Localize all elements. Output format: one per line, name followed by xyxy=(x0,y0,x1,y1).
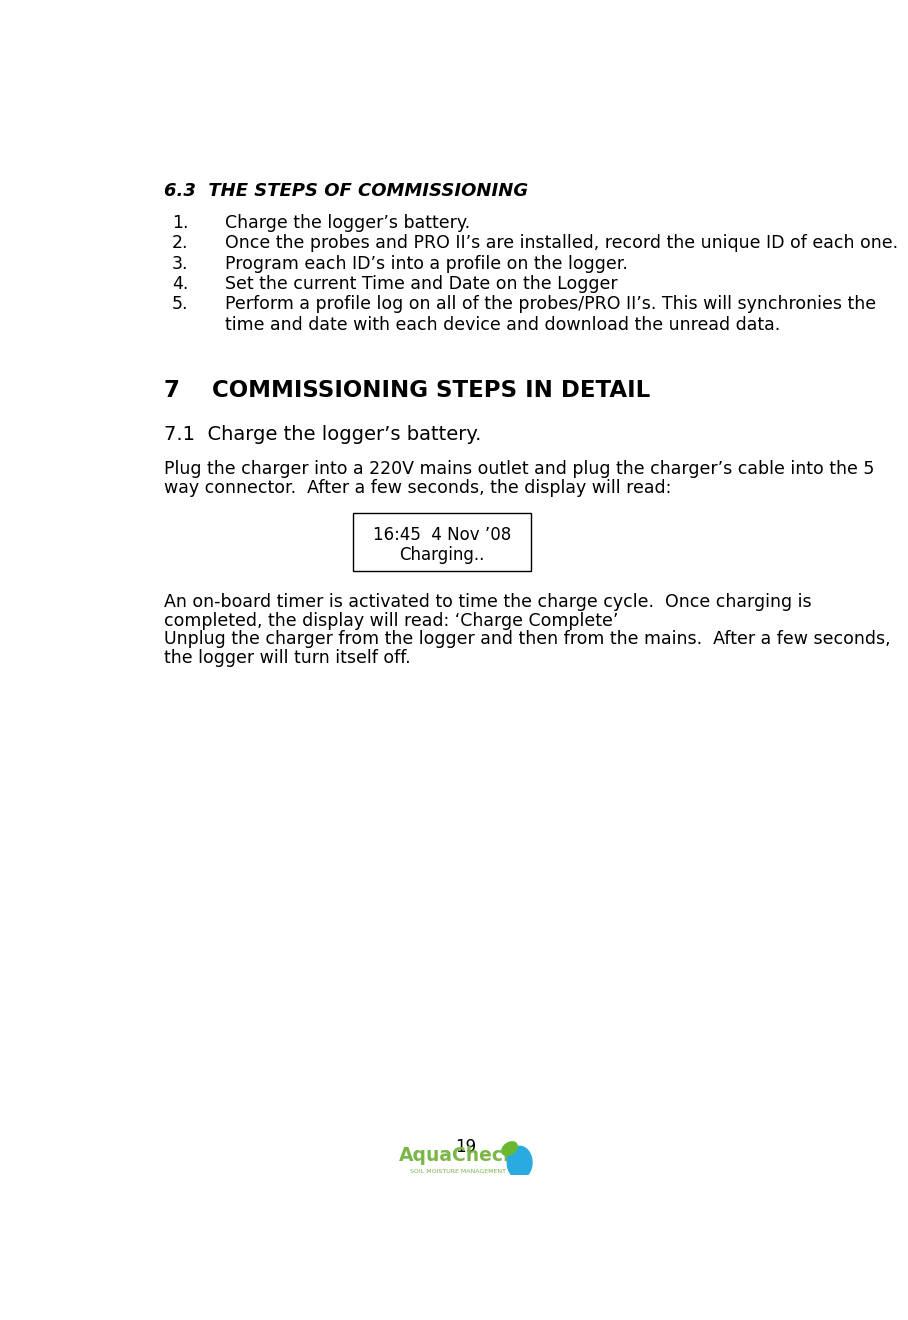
Text: 7    COMMISSIONING STEPS IN DETAIL: 7 COMMISSIONING STEPS IN DETAIL xyxy=(164,379,650,401)
Text: 1.: 1. xyxy=(172,214,189,232)
Text: An on-board timer is activated to time the charge cycle.  Once charging is: An on-board timer is activated to time t… xyxy=(164,593,812,611)
Text: AquaCheck: AquaCheck xyxy=(399,1146,517,1164)
Text: time and date with each device and download the unread data.: time and date with each device and downl… xyxy=(224,315,780,334)
Text: 6.3  THE STEPS OF COMMISSIONING: 6.3 THE STEPS OF COMMISSIONING xyxy=(164,181,528,199)
Ellipse shape xyxy=(508,1146,532,1179)
Text: 2.: 2. xyxy=(172,234,189,252)
Text: way connector.  After a few seconds, the display will read:: way connector. After a few seconds, the … xyxy=(164,479,672,498)
Text: Set the current Time and Date on the Logger: Set the current Time and Date on the Log… xyxy=(224,275,617,293)
Text: 4.: 4. xyxy=(172,275,188,293)
Text: Charge the logger’s battery.: Charge the logger’s battery. xyxy=(224,214,469,232)
Text: 3.: 3. xyxy=(172,255,189,273)
Text: Plug the charger into a 220V mains outlet and plug the charger’s cable into the : Plug the charger into a 220V mains outle… xyxy=(164,461,874,478)
Ellipse shape xyxy=(502,1142,518,1155)
Text: 16:45  4 Nov ’08: 16:45 4 Nov ’08 xyxy=(373,525,511,544)
Text: 19: 19 xyxy=(455,1138,476,1156)
Text: Charging..: Charging.. xyxy=(400,545,485,564)
Text: Perform a profile log on all of the probes/PRO II’s. This will synchronies the: Perform a profile log on all of the prob… xyxy=(224,296,875,313)
Text: 7.1  Charge the logger’s battery.: 7.1 Charge the logger’s battery. xyxy=(164,425,481,444)
Text: 5.: 5. xyxy=(172,296,189,313)
Text: Unplug the charger from the logger and then from the mains.  After a few seconds: Unplug the charger from the logger and t… xyxy=(164,631,891,648)
Text: Once the probes and PRO II’s are installed, record the unique ID of each one.: Once the probes and PRO II’s are install… xyxy=(224,234,898,252)
FancyBboxPatch shape xyxy=(353,513,531,572)
Text: SOIL MOISTURE MANAGEMENT: SOIL MOISTURE MANAGEMENT xyxy=(410,1168,506,1173)
Text: Program each ID’s into a profile on the logger.: Program each ID’s into a profile on the … xyxy=(224,255,627,273)
Text: completed, the display will read: ‘Charge Complete’: completed, the display will read: ‘Charg… xyxy=(164,611,618,630)
Text: the logger will turn itself off.: the logger will turn itself off. xyxy=(164,649,410,668)
